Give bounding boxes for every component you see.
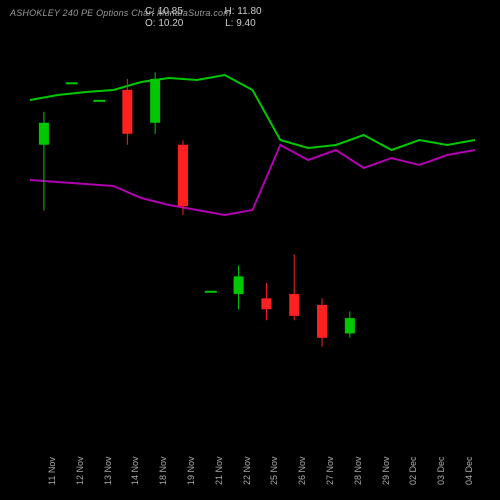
x-axis-label: 29 Nov	[381, 456, 391, 485]
x-axis-label: 12 Nov	[75, 456, 85, 485]
candle-body	[122, 90, 132, 134]
x-axis-label: 02 Dec	[408, 456, 418, 485]
high-value: 11.80	[237, 6, 261, 17]
x-axis-label: 11 Nov	[47, 457, 57, 485]
candle-body	[345, 318, 355, 333]
x-axis-label: 26 Nov	[297, 456, 307, 485]
high-label: H:	[225, 6, 235, 17]
upper-line	[30, 75, 475, 150]
candle-body	[39, 123, 49, 145]
x-axis-label: 19 Nov	[186, 456, 196, 485]
x-axis-label: 18 Nov	[158, 456, 168, 485]
candle-body	[178, 145, 188, 206]
open-value: 10.20	[158, 18, 183, 29]
close-label: C:	[145, 6, 155, 17]
x-axis-label: 03 Dec	[436, 456, 446, 485]
candle-body	[289, 294, 299, 316]
x-axis-label: 14 Nov	[130, 456, 140, 485]
candle-body	[317, 305, 327, 338]
x-axis-label: 28 Nov	[353, 456, 363, 485]
candle-body	[234, 276, 244, 294]
open-label: O:	[145, 18, 156, 29]
close-value: 10.85	[158, 6, 183, 17]
x-axis-label: 27 Nov	[325, 456, 335, 485]
x-axis-label: 21 Nov	[214, 456, 224, 485]
candle-body	[150, 79, 160, 123]
low-label: L:	[225, 18, 233, 29]
x-axis-label: 13 Nov	[103, 456, 113, 485]
x-axis-label: 22 Nov	[242, 456, 252, 485]
chart-svg	[0, 0, 500, 500]
candle-body	[261, 298, 271, 309]
x-axis-label: 04 Dec	[464, 456, 474, 485]
lower-line	[30, 145, 475, 215]
low-value: 9.40	[236, 18, 255, 29]
x-axis-label: 25 Nov	[269, 456, 279, 485]
ohlc-row-2: O: 10.20 L: 9.40	[145, 18, 262, 30]
ohlc-header: C: 10.85 H: 11.80 O: 10.20 L: 9.40	[145, 6, 262, 29]
chart-container: ASHOKLEY 240 PE Options Chart MunafaSutr…	[0, 0, 500, 500]
ohlc-row-1: C: 10.85 H: 11.80	[145, 6, 262, 18]
